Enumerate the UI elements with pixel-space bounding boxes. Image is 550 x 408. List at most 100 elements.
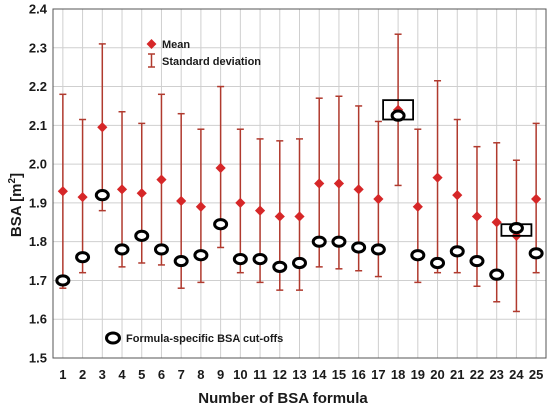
x-tick-label: 11 <box>253 367 267 382</box>
mean-point <box>353 184 364 195</box>
cutoff-point <box>292 256 307 270</box>
x-tick-label: 16 <box>351 367 365 382</box>
y-tick-label: 2.0 <box>29 157 47 172</box>
cutoff-point <box>410 249 426 262</box>
x-tick-label: 25 <box>529 367 543 382</box>
x-tick-label: 23 <box>489 367 503 382</box>
highlight-box <box>500 223 533 237</box>
legend: Mean Standard deviation Formula-specific… <box>105 39 283 345</box>
cutoff-point <box>449 245 465 258</box>
cutoff-point <box>351 241 367 254</box>
cutoff-point <box>213 218 229 231</box>
y-axis-title-sup: 2 <box>7 177 18 183</box>
y-axis-title: BSA [m2] <box>7 173 25 237</box>
mean-point <box>254 205 266 216</box>
cutoff-point <box>489 268 505 281</box>
y-tick-label: 1.6 <box>29 312 47 327</box>
mean-point <box>294 211 305 222</box>
x-tick-label: 22 <box>470 367 484 382</box>
mean-point <box>432 172 443 183</box>
legend-mean-marker <box>146 39 157 49</box>
y-tick-label: 2.3 <box>29 40 47 55</box>
y-axis-title-main: BSA [m <box>8 183 25 237</box>
x-tick-label: 2 <box>79 367 86 382</box>
cutoff-point <box>469 254 485 268</box>
cutoff-point <box>232 253 248 266</box>
y-tick-label: 1.7 <box>29 273 47 288</box>
mean-point <box>116 184 128 195</box>
mean-point <box>77 191 88 203</box>
x-axis-title: Number of BSA formula <box>198 390 368 407</box>
x-tick-label: 21 <box>450 367 464 382</box>
cutoff-point <box>528 247 544 260</box>
x-tick-label: 18 <box>391 367 405 382</box>
legend-cutoff-label: Formula-specific BSA cut-offs <box>126 333 283 345</box>
mean-point <box>491 217 502 228</box>
mean-point <box>333 178 345 189</box>
y-tick-label: 2.4 <box>29 2 48 17</box>
cutoff-point <box>272 260 288 273</box>
cutoff-point <box>430 256 446 270</box>
mean-point <box>97 122 108 133</box>
x-tick-labels: 1 2 3 4 5 6 7 8 9 10 11 12 13 14 15 16 17 18 19 20 21 22 23 24 2… <box>59 367 543 382</box>
x-tick-label: 7 <box>178 367 185 382</box>
mean-point <box>452 190 463 201</box>
highlight-box <box>382 99 415 121</box>
x-tick-label: 9 <box>217 367 224 382</box>
legend-mean-label: Mean <box>162 39 190 51</box>
x-tick-label: 20 <box>430 367 444 382</box>
mean-point <box>373 193 384 205</box>
cutoff-point <box>370 243 386 256</box>
mean-point <box>274 211 285 222</box>
cutoff-point <box>331 235 347 248</box>
x-tick-label: 15 <box>332 367 346 382</box>
legend-mean-entry: Mean <box>146 39 190 51</box>
mean-point <box>412 201 423 212</box>
y-axis-title-close: ] <box>8 173 25 178</box>
mean-point <box>195 201 206 212</box>
x-tick-label: 14 <box>312 367 327 382</box>
y-tick-label: 2.1 <box>29 118 47 133</box>
y-tick-label: 1.5 <box>29 351 47 366</box>
legend-cutoff-entry: Formula-specific BSA cut-offs <box>105 331 283 345</box>
mean-point <box>235 197 246 208</box>
mean-point <box>471 211 483 222</box>
mean-point <box>156 174 167 185</box>
legend-sd-label: Standard deviation <box>162 56 261 68</box>
x-tick-label: 24 <box>509 367 524 382</box>
x-tick-label: 5 <box>138 367 145 382</box>
x-tick-label: 10 <box>233 367 247 382</box>
x-tick-label: 6 <box>158 367 165 382</box>
y-tick-labels: 1.5 1.6 1.7 1.8 1.9 2.0 2.1 2.2 2.3 2.4 <box>29 2 48 366</box>
cutoff-point <box>193 249 209 262</box>
cutoff-point <box>173 254 189 268</box>
cutoff-point <box>252 253 268 266</box>
x-tick-label: 1 <box>59 367 66 382</box>
cutoff-point <box>114 243 130 256</box>
plot-frame <box>52 8 547 359</box>
x-tick-label: 13 <box>292 367 306 382</box>
y-tick-label: 1.8 <box>29 234 47 249</box>
y-tick-label: 2.2 <box>29 79 47 94</box>
mean-point <box>136 188 147 199</box>
cutoff-point <box>153 243 169 256</box>
x-tick-label: 12 <box>273 367 287 382</box>
x-tick-label: 8 <box>197 367 204 382</box>
x-tick-label: 19 <box>411 367 425 382</box>
y-tick-label: 1.9 <box>29 195 47 210</box>
mean-point <box>531 193 542 205</box>
mean-point <box>57 186 68 197</box>
x-tick-label: 4 <box>118 367 126 382</box>
y-axis-title-group: BSA [m2] <box>7 173 25 237</box>
cutoff-point <box>94 189 110 202</box>
cutoff-point <box>311 235 327 248</box>
mean-point <box>176 195 187 207</box>
x-tick-label: 3 <box>99 367 106 382</box>
legend-cutoff-marker <box>105 331 121 345</box>
cutoff-point <box>134 229 150 242</box>
mean-point <box>314 178 325 189</box>
highlight-boxes <box>382 99 533 237</box>
legend-sd-entry: Standard deviation <box>148 53 261 68</box>
cutoff-point <box>55 274 71 287</box>
